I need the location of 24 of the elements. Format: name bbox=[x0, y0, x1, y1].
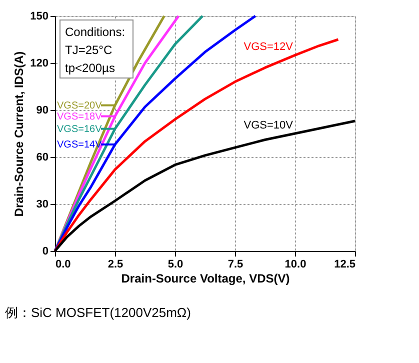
y-tick-label: 60 bbox=[36, 152, 48, 164]
y-axis-title: Drain-Source Current, IDS(A) bbox=[12, 51, 26, 217]
x-axis-title: Drain-Source Voltage, VDS(V) bbox=[121, 272, 290, 286]
x-tick-label: 5.0 bbox=[168, 258, 184, 270]
y-tick-label: 120 bbox=[30, 58, 48, 70]
y-tick-label: 150 bbox=[30, 10, 48, 22]
legend-label: VGS=20V bbox=[57, 100, 102, 112]
text: 例：SiC MOSFET(1200V25mΩ) bbox=[5, 305, 191, 320]
line-series bbox=[54, 38, 340, 252]
annotation: Conditions: bbox=[65, 25, 126, 39]
annotation: TJ=25°C bbox=[65, 43, 112, 57]
x-tick-label: 2.5 bbox=[108, 258, 124, 270]
x-tick-label: 12.5 bbox=[334, 258, 356, 270]
x-tick-label: 10.0 bbox=[284, 258, 306, 270]
series-label: VGS=10V bbox=[244, 120, 294, 132]
y-tick-label: 90 bbox=[36, 104, 48, 116]
annotation: tp<200µs bbox=[65, 61, 115, 75]
x-tick-label: 7.5 bbox=[228, 258, 244, 270]
x-tick-label: 0.0 bbox=[56, 258, 71, 270]
series-label: VGS=12V bbox=[244, 41, 294, 54]
legend-label: VGS=16V bbox=[57, 124, 102, 135]
legend-label: VGS=18V bbox=[57, 111, 102, 122]
y-tick-label: 30 bbox=[36, 198, 48, 210]
y-tick-label: 0 bbox=[42, 246, 48, 258]
